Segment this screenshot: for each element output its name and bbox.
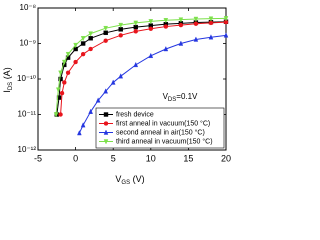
series	[54, 19, 229, 117]
data-point	[148, 52, 154, 59]
series-line	[55, 17, 227, 115]
legend-marker	[103, 112, 109, 117]
data-point	[56, 95, 62, 100]
x-label-main: V	[115, 174, 121, 184]
data-point	[88, 36, 93, 41]
series-line	[60, 21, 227, 115]
annotation: VDS=0.1V	[163, 92, 198, 102]
legend-label: first anneal in vacuum(150 °C)	[116, 119, 210, 127]
data-point	[148, 26, 154, 31]
annotation-sub: DS	[168, 97, 176, 103]
data-point	[193, 16, 199, 22]
series-line	[78, 34, 227, 134]
y-label-main: I	[2, 90, 12, 93]
data-point	[103, 30, 108, 36]
x-tick-label: 5	[111, 153, 116, 163]
data-point	[62, 80, 67, 85]
data-point	[80, 36, 86, 42]
data-point	[178, 40, 184, 46]
data-point	[103, 25, 108, 32]
x-label-unit: (V)	[130, 174, 145, 184]
series-line	[56, 21, 227, 115]
data-point	[77, 130, 82, 136]
data-point	[80, 51, 86, 57]
data-point	[193, 36, 199, 42]
data-point	[118, 33, 123, 38]
data-point	[208, 34, 214, 40]
x-tick-label: 0	[73, 153, 78, 163]
y-tick-label: 10⁻¹¹	[18, 110, 37, 119]
data-point	[65, 70, 71, 75]
series	[58, 19, 229, 117]
data-point	[88, 46, 93, 52]
data-point	[163, 24, 169, 29]
data-point	[95, 97, 101, 103]
x-tick-label: -5	[34, 153, 42, 163]
legend-marker	[103, 139, 109, 145]
y-tick-label: 10⁻¹²	[18, 145, 37, 154]
data-point	[223, 16, 229, 22]
series	[53, 16, 229, 118]
data-point	[58, 112, 63, 117]
legend-marker	[103, 129, 109, 135]
y-tick-label: 10⁻⁹	[19, 39, 36, 48]
legend-marker	[103, 121, 109, 126]
series	[77, 32, 229, 136]
y-tick-label: 10⁻¹⁰	[17, 74, 36, 83]
data-point	[58, 70, 63, 76]
data-point	[133, 29, 138, 34]
data-point	[148, 19, 154, 25]
data-point	[133, 61, 139, 68]
data-point	[58, 76, 63, 82]
data-point	[163, 18, 169, 24]
data-point	[133, 20, 139, 26]
plot-frame	[37, 7, 227, 151]
y-label-sub: DS	[8, 82, 14, 90]
x-tick-label: 20	[221, 153, 231, 163]
data-point	[193, 21, 199, 26]
annotation-main: V	[163, 92, 169, 101]
data-point	[208, 16, 214, 22]
legend-label: fresh device	[116, 111, 154, 118]
chart: VGS (V) IDS (A) VDS=0.1V -5 0 5 10 15 2010⁻¹²…	[2, 3, 231, 185]
data-point	[80, 122, 86, 128]
legend-label: second anneal in air(150 °C)	[116, 128, 205, 136]
data-point	[65, 51, 71, 58]
data-point	[80, 41, 86, 46]
legend-box	[95, 107, 225, 149]
y-tick-label: 10⁻⁸	[20, 3, 37, 12]
data-point	[103, 38, 108, 43]
x-axis-label: VGS (V)	[115, 174, 144, 185]
data-point	[163, 46, 169, 52]
annotation-rest: =0.1V	[176, 92, 198, 101]
data-point	[62, 59, 67, 66]
x-tick-label: 10	[146, 153, 156, 163]
data-point	[118, 22, 124, 29]
y-axis-label: IDS (A)	[2, 67, 13, 92]
data-point	[223, 32, 229, 38]
data-point	[88, 31, 93, 37]
data-point	[53, 112, 59, 118]
data-point	[59, 90, 65, 96]
data-point	[178, 22, 184, 28]
data-point	[118, 73, 124, 79]
data-point	[110, 79, 116, 85]
x-label-sub: GS	[121, 180, 130, 186]
data-point	[73, 59, 78, 65]
data-point	[178, 17, 184, 23]
data-point	[55, 87, 61, 93]
data-point	[88, 108, 93, 114]
y-label-unit: (A)	[2, 67, 12, 82]
data-point	[103, 88, 108, 94]
legend-label: third anneal in vacuum(150 °C)	[116, 137, 213, 145]
x-tick-label: 15	[183, 153, 193, 163]
data-point	[73, 42, 78, 49]
